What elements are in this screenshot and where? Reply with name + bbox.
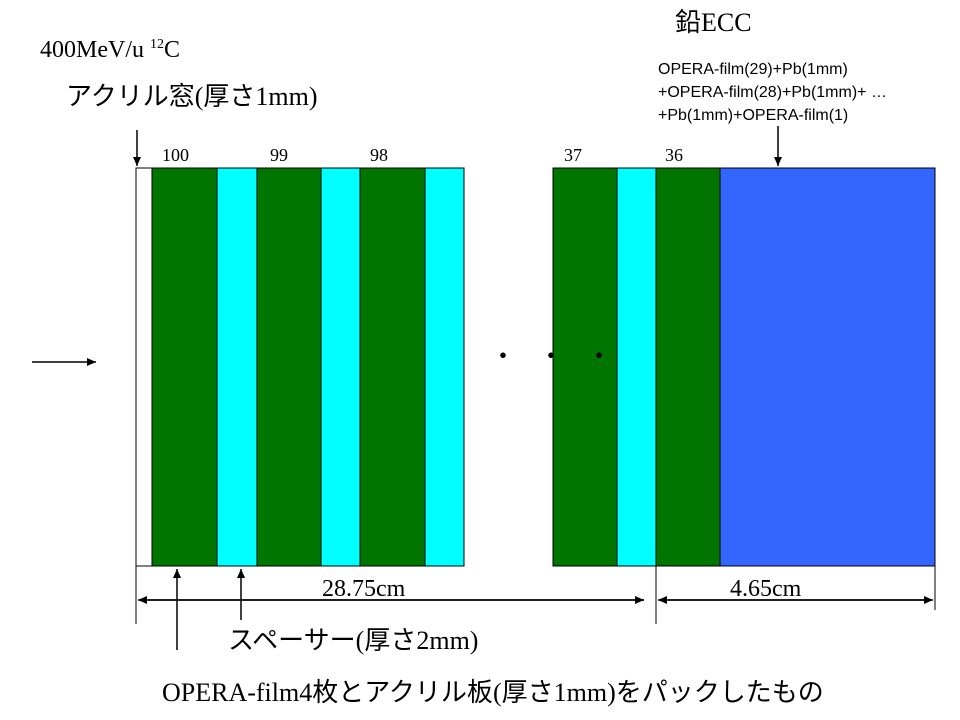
beam-label: 400MeV/u 12C [40, 37, 181, 63]
module-number-37: 37 [564, 145, 582, 165]
module-number-98: 98 [370, 145, 388, 165]
module-number-99: 99 [270, 145, 288, 165]
lead-ecc-composition: OPERA-film(29)+Pb(1mm) +OPERA-film(28)+P… [658, 62, 887, 131]
acrylic-window [135, 167, 153, 567]
lead-ecc-line: OPERA-film(29)+Pb(1mm) [658, 61, 848, 78]
dimension-label-left: 28.75cm [322, 576, 406, 602]
film-pack-label: OPERA-film4枚とアクリル板(厚さ1mm)をパックしたもの [162, 678, 824, 708]
module-number-100: 100 [162, 145, 189, 165]
dimension-label-right: 4.65cm [730, 576, 802, 602]
film-pack-36 [655, 167, 721, 567]
spacer [320, 167, 361, 567]
film-pack-98 [359, 167, 426, 567]
acrylic-window-label: アクリル窓(厚さ1mm) [66, 82, 318, 112]
film-pack-100 [151, 167, 218, 567]
spacer [216, 167, 258, 567]
ellipsis-dots: ・・・ [490, 342, 635, 372]
spacer [616, 167, 657, 567]
spacer-label: スペーサー(厚さ2mm) [228, 626, 479, 656]
module-number-36: 36 [665, 145, 683, 165]
lead-ecc-line: +Pb(1mm)+OPERA-film(1) [658, 107, 849, 124]
film-pack-99 [256, 167, 322, 567]
lead-ecc-line: +OPERA-film(28)+Pb(1mm)+ … [658, 84, 887, 101]
film-pack-37 [552, 167, 618, 567]
lead-ecc-block [719, 167, 936, 567]
spacer [424, 167, 465, 567]
lead-ecc-title: 鉛ECC [675, 8, 752, 38]
